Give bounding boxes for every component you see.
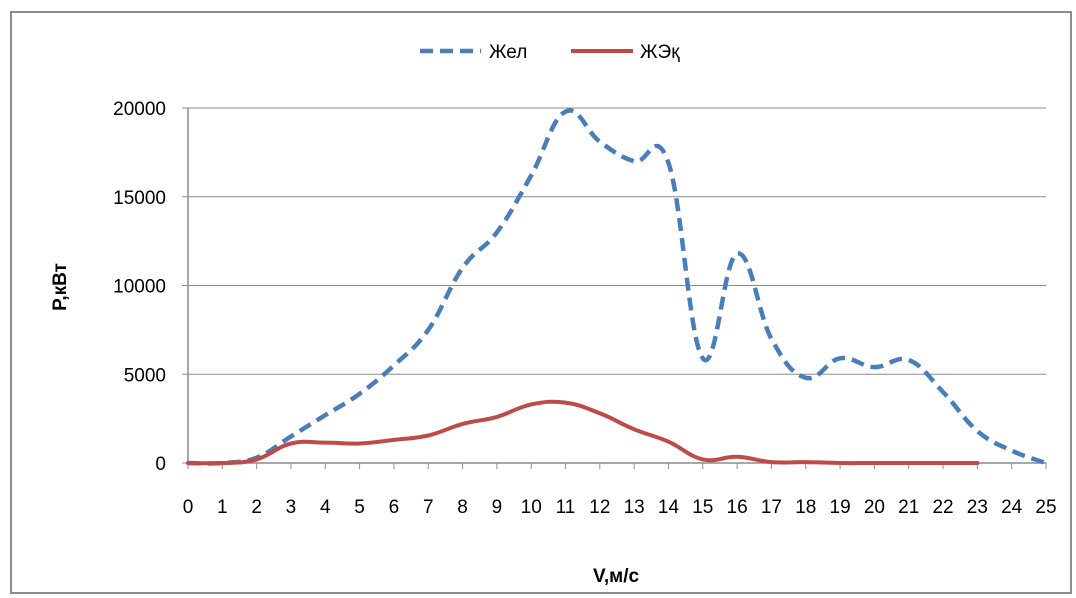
x-tick-label: 14 [658,497,680,518]
x-tick-label: 11 [556,497,576,518]
x-axis-ticks: 0 1 2 3 4 5 6 7 8 9 10 11 12 13 14 15 16 17 18 19 20 21 22 23 24… [183,463,1057,518]
x-tick-label: 3 [286,497,297,518]
x-tick-label: 7 [423,497,434,518]
x-tick-label: 19 [830,497,851,518]
x-tick-label: 8 [457,497,468,518]
x-tick-label: 10 [521,497,542,518]
x-tick-label: 13 [624,497,645,518]
x-tick-label: 1 [217,497,228,518]
x-tick-label: 2 [251,497,262,518]
x-tick-label: 22 [932,497,953,518]
x-tick-label: 21 [898,497,919,518]
gridlines [188,107,1046,375]
legend-label-2: ЖЭқ [640,42,680,63]
x-tick-label: 24 [1001,497,1023,518]
x-tick-label: 23 [967,497,988,518]
y-tick-label: 20000 [113,99,166,120]
x-axis-title: V,м/с [593,566,640,587]
x-tick-label: 4 [320,497,331,518]
x-tick-label: 25 [1035,497,1056,518]
x-tick-label: 6 [389,497,400,518]
y-tick-label: 15000 [113,188,166,209]
x-tick-label: 0 [183,497,194,518]
x-tick-label: 17 [761,497,782,518]
series-lines [186,108,1047,466]
legend: Жел ЖЭқ [420,42,680,63]
y-tick-label: 10000 [113,277,166,298]
y-tick-label: 0 [155,454,166,475]
x-tick-label: 5 [354,497,365,518]
legend-label-1: Жел [489,42,527,63]
y-axis-ticks: 0 5000 10000 15000 20000 [113,99,188,475]
x-tick-label: 16 [727,497,748,518]
x-tick-label: 12 [589,497,610,518]
y-axis-title: P,кВт [50,263,71,311]
x-tick-label: 18 [795,497,816,518]
x-tick-label: 9 [492,497,503,518]
series-line-1 [187,108,1047,466]
x-tick-label: 15 [692,497,713,518]
y-tick-label: 5000 [124,365,166,386]
series-line-2 [186,399,980,466]
x-tick-label: 20 [864,497,885,518]
